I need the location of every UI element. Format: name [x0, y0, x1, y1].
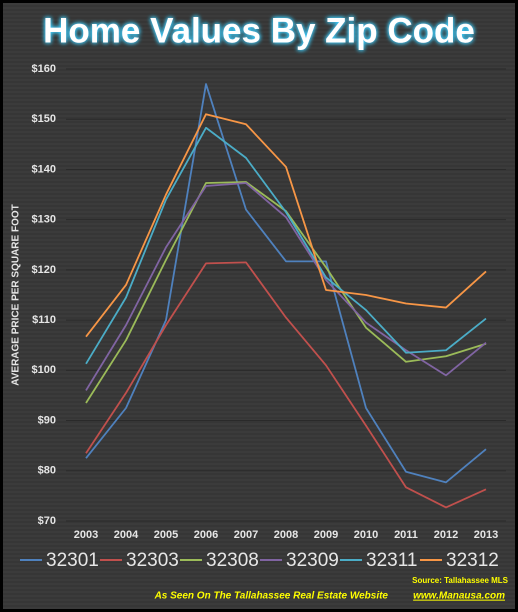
footer-text: As Seen On The Tallahassee Real Estate W… — [154, 591, 389, 602]
legend-label: 32309 — [286, 550, 339, 571]
x-tick-label: 2006 — [194, 529, 218, 541]
source-note: Source: Tallahassee MLS — [412, 576, 509, 585]
x-tick-label: 2013 — [474, 529, 498, 541]
x-tick-label: 2008 — [274, 529, 298, 541]
x-tick-label: 2011 — [394, 529, 418, 541]
x-tick-label: 2009 — [314, 529, 338, 541]
x-tick-label: 2005 — [154, 529, 178, 541]
series-line — [85, 126, 487, 365]
y-tick-label: $160 — [32, 63, 56, 75]
y-tick-label: $150 — [32, 113, 56, 125]
x-tick-label: 2010 — [354, 529, 378, 541]
series-line — [85, 181, 487, 404]
x-tick-label: 2007 — [234, 529, 258, 541]
y-tick-label: $120 — [32, 264, 56, 276]
legend-label: 32303 — [126, 550, 179, 571]
x-tick-label: 2004 — [114, 529, 139, 541]
y-tick-label: $110 — [32, 314, 56, 326]
y-tick-label: $140 — [32, 163, 56, 175]
x-tick-label: 2003 — [74, 529, 98, 541]
y-tick-label: $70 — [38, 515, 56, 527]
x-tick-label: 2012 — [434, 529, 458, 541]
series-line — [85, 261, 487, 509]
website-link[interactable]: www.Manausa.com — [413, 591, 505, 602]
y-tick-label: $130 — [32, 214, 56, 226]
y-tick-label: $100 — [32, 364, 56, 376]
y-tick-label: $90 — [38, 414, 56, 426]
y-axis-label: AVERAGE PRICE PER SQUARE FOOT — [11, 204, 22, 386]
legend-label: 32311 — [366, 550, 417, 571]
series-line — [85, 113, 487, 338]
legend-label: 32301 — [46, 550, 99, 571]
series-line — [85, 83, 487, 484]
chart-title: Home Values By Zip Code — [43, 11, 475, 50]
y-tick-label: $80 — [38, 465, 56, 477]
legend-label: 32308 — [206, 550, 259, 571]
series-line — [85, 182, 487, 391]
legend-label: 32312 — [446, 550, 499, 571]
